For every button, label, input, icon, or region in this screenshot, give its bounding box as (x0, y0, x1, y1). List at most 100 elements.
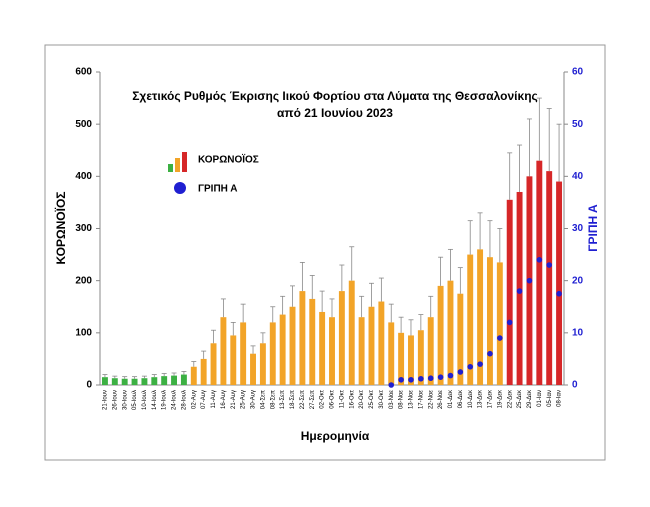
bar (210, 343, 217, 385)
x-tick-label: 11-Αυγ (211, 390, 217, 409)
bar (111, 378, 118, 385)
bar (161, 376, 168, 385)
bar (437, 285, 444, 385)
bar (358, 317, 365, 385)
y2-axis-label: ΓΡΙΠΗ Α (586, 204, 600, 252)
bar (279, 314, 286, 385)
y-tick-label: 500 (75, 119, 92, 130)
bar (230, 335, 237, 385)
y-tick-label: 300 (75, 223, 92, 234)
x-tick-label: 04-Σεπ (260, 390, 266, 409)
x-tick-label: 11-Οκτ (339, 389, 345, 408)
bar (101, 377, 108, 385)
x-tick-label: 13-Σεπ (280, 390, 286, 409)
x-tick-label: 30-Ιουν (122, 390, 128, 410)
bar (259, 343, 266, 385)
x-tick-label: 24-Ιουλ (172, 390, 178, 410)
y-tick-label: 100 (75, 327, 92, 338)
x-tick-label: 06-Δεκ (458, 389, 464, 408)
x-tick-label: 08-Νοε (399, 390, 405, 409)
bar (329, 317, 335, 385)
x-tick-label: 25-Δεκ (517, 389, 523, 408)
x-tick-label: 06-Οκτ (330, 389, 336, 408)
y2-tick-label: 50 (572, 119, 584, 130)
flu-point (477, 361, 483, 367)
x-tick-label: 14-Ιουλ (152, 390, 158, 410)
x-tick-label: 29-Δεκ (527, 389, 533, 408)
y2-tick-label: 0 (572, 380, 578, 391)
x-tick-label: 01-Δεκ (448, 389, 454, 408)
bar (398, 332, 405, 385)
x-tick-label: 07-Αυγ (201, 390, 207, 409)
y-axis-label: ΚΟΡΩΝΟΪΟΣ (53, 192, 68, 265)
x-tick-label: 03-Νοε (389, 390, 395, 409)
y2-tick-label: 20 (572, 275, 584, 286)
bar (309, 298, 316, 385)
flu-point (388, 382, 395, 388)
bar (417, 330, 424, 385)
bar (457, 293, 464, 385)
y-tick-label: 200 (75, 275, 92, 286)
bar (299, 291, 306, 385)
bar (477, 249, 484, 385)
y2-tick-label: 30 (572, 223, 584, 234)
bar (171, 375, 178, 385)
bar (240, 322, 247, 385)
x-tick-label: 17-Νοε (418, 390, 424, 409)
bar (388, 322, 395, 385)
y-tick-label: 0 (86, 380, 92, 391)
legend-swatch (168, 164, 173, 172)
legend-label: ΚΟΡΩΝΟΪΟΣ (198, 153, 259, 166)
flu-point (427, 375, 434, 382)
x-tick-label: 16-Αυγ (221, 390, 227, 409)
x-tick-label: 22-Δεκ (507, 389, 513, 408)
x-tick-label: 26-Ιουν (112, 390, 118, 410)
bar (486, 257, 493, 385)
x-tick-label: 02-Οκτ (320, 389, 326, 408)
x-tick-label: 30-Οκτ (379, 389, 385, 408)
bar (289, 306, 296, 385)
x-tick-label: 28-Ιουλ (181, 390, 187, 410)
bar (447, 280, 454, 385)
x-tick-label: 08-Ιαν (557, 390, 563, 407)
x-tick-label: 05-Ιαν (547, 390, 553, 407)
flu-point (516, 288, 523, 294)
flu-point (506, 319, 513, 326)
x-tick-label: 22-Νοε (428, 390, 434, 409)
bar (269, 322, 276, 385)
chart-title: Σχετικός Ρυθμός Έκρισης Ιικού Φορτίου στ… (132, 89, 538, 103)
bar (141, 378, 148, 385)
bar (536, 160, 543, 385)
bar (378, 301, 385, 385)
flu-point (408, 376, 414, 383)
y2-tick-label: 40 (572, 171, 584, 182)
flu-point (536, 257, 543, 263)
x-tick-label: 05-Ιουλ (132, 390, 138, 410)
x-tick-label: 27-Σεπ (310, 390, 316, 409)
flu-point (487, 350, 493, 357)
bar (200, 358, 207, 385)
flu-point (556, 290, 562, 297)
bar (368, 306, 375, 385)
bar (427, 317, 434, 385)
x-tick-label: 13-Δεκ (478, 389, 484, 408)
flu-point (497, 335, 503, 341)
x-tick-label: 16-Οκτ (349, 389, 355, 408)
flu-point (437, 374, 444, 380)
x-tick-label: 13-Νοε (409, 390, 415, 409)
legend-swatch (175, 158, 180, 172)
x-tick-label: 10-Ιουλ (142, 390, 148, 410)
bar (546, 171, 553, 385)
x-tick-label: 22-Σεπ (300, 390, 306, 409)
y2-tick-label: 60 (572, 67, 584, 78)
bar (250, 353, 256, 385)
bar (180, 374, 187, 385)
bar (556, 181, 563, 385)
chart-subtitle: από 21 Ιουνίου 2023 (277, 106, 393, 120)
x-tick-label: 10-Δεκ (468, 389, 474, 408)
x-tick-label: 18-Σεπ (290, 390, 296, 409)
flu-point (546, 262, 552, 268)
bar (121, 378, 128, 385)
flu-point (467, 363, 474, 370)
